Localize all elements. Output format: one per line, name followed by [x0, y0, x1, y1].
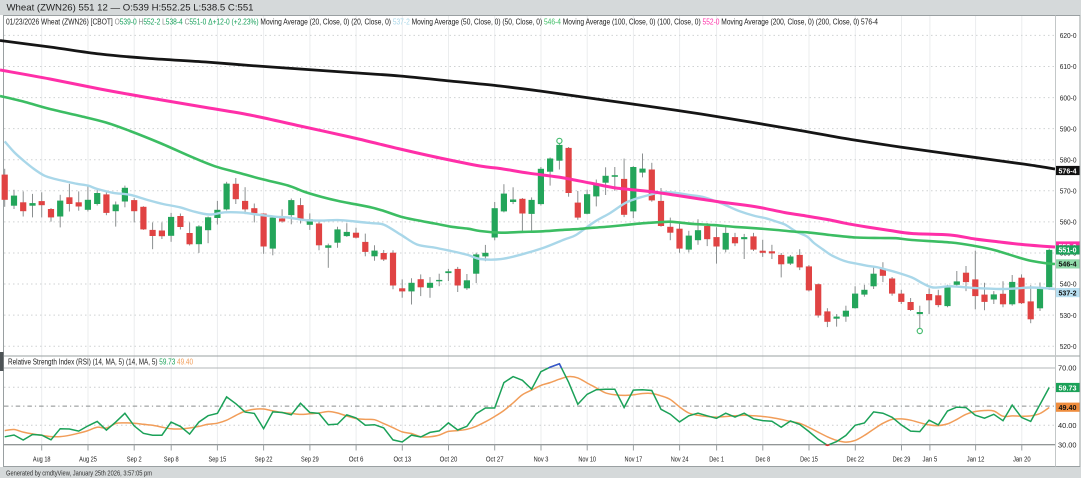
svg-text:551-0: 551-0 — [1059, 246, 1077, 255]
svg-text:Dec 1: Dec 1 — [709, 455, 724, 464]
svg-text:Generated by cmdtyView, Januar: Generated by cmdtyView, January 25th 202… — [6, 469, 152, 478]
svg-text:49.40: 49.40 — [1059, 403, 1077, 412]
svg-text:40.00: 40.00 — [1058, 421, 1077, 430]
svg-text:610-0: 610-0 — [1060, 62, 1077, 71]
svg-text:01/23/2026 Wheat (ZWN26) [CBOT: 01/23/2026 Wheat (ZWN26) [CBOT] O539-0 H… — [6, 18, 878, 27]
svg-text:59.73: 59.73 — [1059, 383, 1077, 392]
svg-text:Oct 6: Oct 6 — [349, 455, 364, 464]
svg-text:Nov 3: Nov 3 — [534, 455, 549, 464]
svg-text:560-0: 560-0 — [1060, 218, 1077, 227]
svg-text:546-4: 546-4 — [1059, 260, 1078, 269]
svg-text:Jan 20: Jan 20 — [1013, 455, 1031, 464]
svg-text:Oct 20: Oct 20 — [440, 455, 458, 464]
svg-text:540-0: 540-0 — [1060, 280, 1077, 289]
svg-text:576-4: 576-4 — [1059, 166, 1078, 175]
svg-text:590-0: 590-0 — [1060, 124, 1077, 133]
svg-text:Dec 15: Dec 15 — [800, 455, 818, 464]
svg-text:70.00: 70.00 — [1058, 364, 1077, 373]
svg-text:570-0: 570-0 — [1060, 187, 1077, 196]
svg-text:Aug 25: Aug 25 — [79, 455, 97, 464]
svg-text:Oct 13: Oct 13 — [393, 455, 411, 464]
svg-text:30.00: 30.00 — [1058, 441, 1077, 450]
svg-text:Sep 8: Sep 8 — [164, 455, 179, 464]
svg-text:520-0: 520-0 — [1060, 342, 1077, 351]
svg-text:537-2: 537-2 — [1059, 288, 1077, 297]
svg-text:Aug 18: Aug 18 — [33, 455, 51, 464]
svg-text:Jan 12: Jan 12 — [967, 455, 985, 464]
svg-text:Oct 27: Oct 27 — [486, 455, 504, 464]
svg-text:530-0: 530-0 — [1060, 311, 1077, 320]
svg-text:Nov 10: Nov 10 — [578, 455, 596, 464]
svg-text:Nov 17: Nov 17 — [625, 455, 643, 464]
svg-text:Jan 5: Jan 5 — [923, 455, 938, 464]
svg-text:Sep 2: Sep 2 — [127, 455, 142, 464]
svg-text:620-0: 620-0 — [1060, 31, 1077, 40]
svg-text:Dec 29: Dec 29 — [893, 455, 911, 464]
svg-text:Dec 22: Dec 22 — [846, 455, 864, 464]
svg-text:Sep 22: Sep 22 — [255, 455, 273, 464]
svg-text:Sep 29: Sep 29 — [301, 455, 319, 464]
svg-text:Dec 8: Dec 8 — [755, 455, 770, 464]
svg-text:Relative Strength Index (RSI): Relative Strength Index (RSI) (14, MA, 5… — [8, 358, 193, 367]
svg-text:Sep 15: Sep 15 — [209, 455, 227, 464]
svg-text:Wheat (ZWN26) 551 12 — O:539 H: Wheat (ZWN26) 551 12 — O:539 H:552.25 L:… — [7, 3, 254, 14]
svg-text:580-0: 580-0 — [1060, 155, 1077, 164]
svg-text:600-0: 600-0 — [1060, 93, 1077, 102]
svg-text:Nov 24: Nov 24 — [671, 455, 689, 464]
